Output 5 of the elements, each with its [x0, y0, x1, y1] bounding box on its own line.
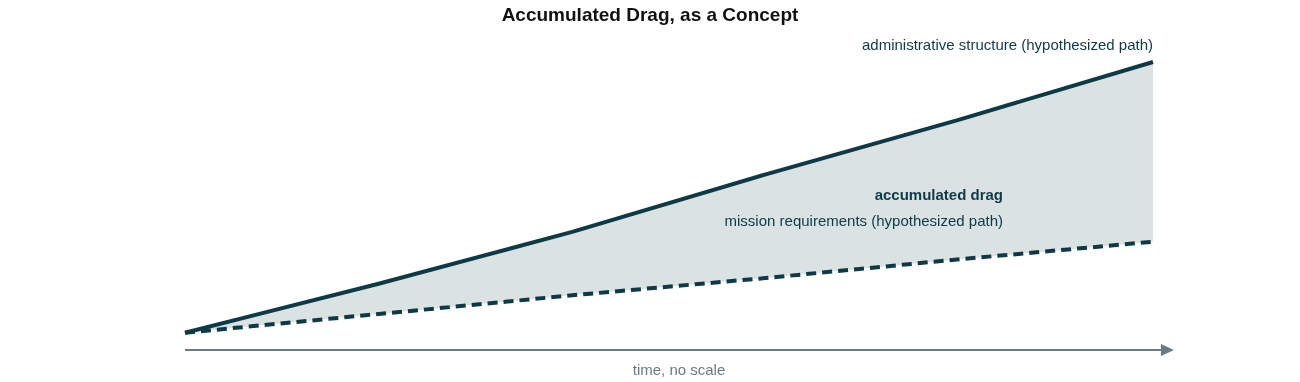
x-axis-title: time, no scale [632, 361, 726, 378]
annotation: accumulated drag [874, 186, 1003, 203]
chart-title: Accumulated Drag, as a Concept [501, 4, 800, 25]
series-label: administrative structure (hypothesized path) [862, 36, 1153, 53]
series-label: mission requirements (hypothesized path) [724, 212, 1003, 229]
